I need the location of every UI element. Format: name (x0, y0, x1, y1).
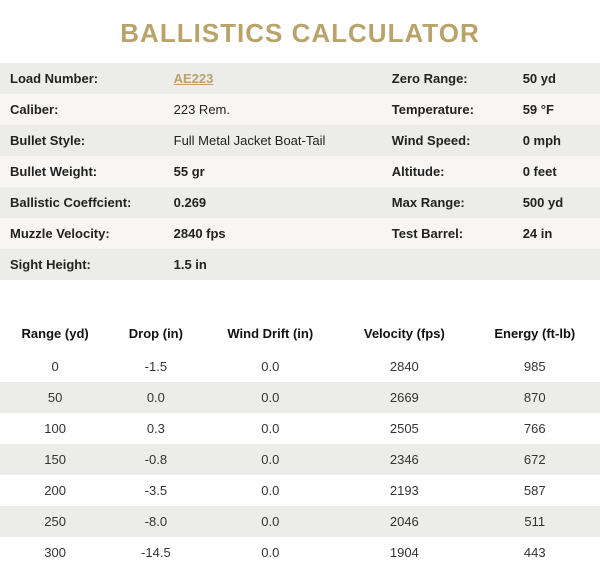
specs-row: Bullet Weight:55 grAltitude:0 feet (0, 156, 600, 187)
table-cell: 0.3 (110, 413, 201, 444)
specs-row: Muzzle Velocity:2840 fpsTest Barrel:24 i… (0, 218, 600, 249)
table-header-row: Range (yd)Drop (in)Wind Drift (in)Veloci… (0, 316, 600, 351)
spec-value: 0.269 (164, 187, 382, 218)
spec-label: Max Range: (382, 187, 513, 218)
spec-value: 500 yd (513, 187, 600, 218)
table-row: 200-3.50.02193587 (0, 475, 600, 506)
table-cell: 0.0 (201, 537, 339, 568)
spec-value: 0 mph (513, 125, 600, 156)
table-cell: -14.5 (110, 537, 201, 568)
table-row: 500.00.02669870 (0, 382, 600, 413)
table-cell: 0.0 (201, 475, 339, 506)
column-header: Drop (in) (110, 316, 201, 351)
spec-label: Test Barrel: (382, 218, 513, 249)
table-cell: 2346 (339, 444, 469, 475)
spec-label: Load Number: (0, 63, 164, 94)
table-cell: 587 (470, 475, 600, 506)
spec-label: Caliber: (0, 94, 164, 125)
table-cell: 2669 (339, 382, 469, 413)
column-header: Range (yd) (0, 316, 110, 351)
spec-label: Bullet Style: (0, 125, 164, 156)
spec-value: 0 feet (513, 156, 600, 187)
spec-value: 55 gr (164, 156, 382, 187)
column-header: Wind Drift (in) (201, 316, 339, 351)
load-number-link[interactable]: AE223 (174, 71, 214, 86)
spec-label: Sight Height: (0, 249, 164, 280)
table-cell: 511 (470, 506, 600, 537)
spec-label: Temperature: (382, 94, 513, 125)
table-cell: -0.8 (110, 444, 201, 475)
table-cell: 200 (0, 475, 110, 506)
table-cell: -3.5 (110, 475, 201, 506)
spec-label: Altitude: (382, 156, 513, 187)
table-cell: 2840 (339, 351, 469, 382)
table-cell: 2505 (339, 413, 469, 444)
spec-value: 59 °F (513, 94, 600, 125)
spec-label (382, 249, 513, 280)
spec-value: 223 Rem. (164, 94, 382, 125)
table-cell: 300 (0, 537, 110, 568)
column-header: Energy (ft-lb) (470, 316, 600, 351)
table-cell: 985 (470, 351, 600, 382)
specs-row: Caliber:223 Rem.Temperature:59 °F (0, 94, 600, 125)
specs-row: Ballistic Coeffcient:0.269Max Range:500 … (0, 187, 600, 218)
table-cell: 50 (0, 382, 110, 413)
table-cell: 0 (0, 351, 110, 382)
spec-value: 2840 fps (164, 218, 382, 249)
specs-row: Sight Height:1.5 in (0, 249, 600, 280)
table-cell: 1904 (339, 537, 469, 568)
spec-value: 24 in (513, 218, 600, 249)
table-cell: 2193 (339, 475, 469, 506)
table-cell: 0.0 (201, 506, 339, 537)
spec-label: Muzzle Velocity: (0, 218, 164, 249)
spec-label: Ballistic Coeffcient: (0, 187, 164, 218)
table-row: 0-1.50.02840985 (0, 351, 600, 382)
table-cell: 100 (0, 413, 110, 444)
table-cell: 0.0 (201, 444, 339, 475)
spec-value[interactable]: AE223 (164, 63, 382, 94)
spec-label: Zero Range: (382, 63, 513, 94)
table-row: 250-8.00.02046511 (0, 506, 600, 537)
table-cell: 250 (0, 506, 110, 537)
table-cell: 0.0 (201, 382, 339, 413)
table-cell: -1.5 (110, 351, 201, 382)
spec-value: Full Metal Jacket Boat-Tail (164, 125, 382, 156)
spec-value (513, 249, 600, 280)
spec-label: Wind Speed: (382, 125, 513, 156)
ballistics-data-table: Range (yd)Drop (in)Wind Drift (in)Veloci… (0, 316, 600, 568)
column-header: Velocity (fps) (339, 316, 469, 351)
table-cell: -8.0 (110, 506, 201, 537)
table-row: 1000.30.02505766 (0, 413, 600, 444)
spec-label: Bullet Weight: (0, 156, 164, 187)
specs-row: Load Number: AE223 Zero Range:50 yd (0, 63, 600, 94)
table-cell: 766 (470, 413, 600, 444)
spacer (0, 280, 600, 316)
table-cell: 0.0 (201, 351, 339, 382)
specs-table: Load Number:AE223Zero Range:50 ydCaliber… (0, 63, 600, 280)
table-cell: 870 (470, 382, 600, 413)
table-cell: 443 (470, 537, 600, 568)
table-cell: 150 (0, 444, 110, 475)
table-cell: 672 (470, 444, 600, 475)
specs-row: Bullet Style:Full Metal Jacket Boat-Tail… (0, 125, 600, 156)
spec-value: 50 yd (513, 63, 600, 94)
page-title: BALLISTICS CALCULATOR (0, 0, 600, 63)
table-row: 300-14.50.01904443 (0, 537, 600, 568)
table-cell: 0.0 (201, 413, 339, 444)
spec-value: 1.5 in (164, 249, 382, 280)
table-row: 150-0.80.02346672 (0, 444, 600, 475)
table-cell: 0.0 (110, 382, 201, 413)
table-cell: 2046 (339, 506, 469, 537)
